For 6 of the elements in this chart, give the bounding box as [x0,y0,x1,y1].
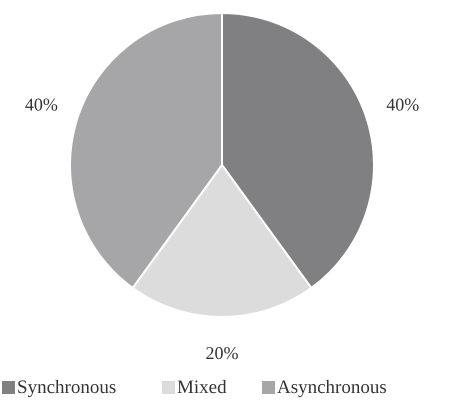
legend-label: Synchronous [17,377,116,398]
data-label: 20% [206,343,238,364]
data-label: 40% [24,94,58,114]
legend-label: Asynchronous [277,377,387,398]
legend-label: Mixed [177,377,228,398]
data-label: 40% [386,94,420,114]
